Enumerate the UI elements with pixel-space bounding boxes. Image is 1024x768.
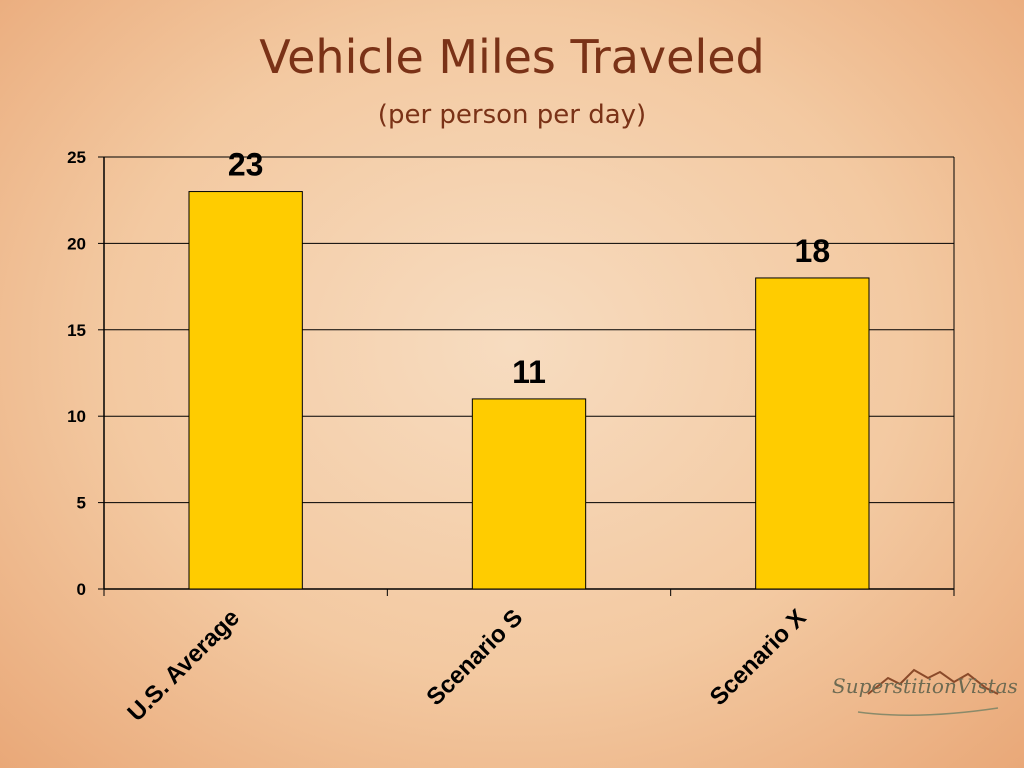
data-label: 23 bbox=[228, 147, 264, 183]
y-tick-label: 5 bbox=[77, 494, 86, 513]
slide-title: Vehicle Miles Traveled bbox=[259, 30, 765, 84]
data-label: 11 bbox=[512, 354, 546, 390]
superstition-vistas-logo bbox=[857, 668, 999, 716]
bars bbox=[188, 191, 870, 590]
data-label: 18 bbox=[795, 233, 831, 269]
y-tick-label: 20 bbox=[67, 234, 86, 253]
y-tick-label: 25 bbox=[67, 148, 86, 167]
bar bbox=[188, 191, 303, 590]
bar bbox=[471, 398, 587, 590]
logo-text: SuperstitionVistas bbox=[832, 674, 1018, 698]
slide-subtitle: (per person per day) bbox=[377, 100, 647, 130]
y-tick-label: 10 bbox=[67, 407, 86, 426]
category-label: Scenario X bbox=[705, 604, 812, 711]
y-tick-label: 0 bbox=[77, 580, 86, 599]
category-label: Scenario S bbox=[421, 604, 528, 711]
bar bbox=[755, 277, 870, 590]
labels: 0 5 10 15 20 25 23 U.S. Average 11 Scenario S 18 Sc… bbox=[67, 147, 830, 727]
category-label: U.S. Average bbox=[122, 604, 245, 727]
y-tick-label: 15 bbox=[67, 321, 86, 340]
